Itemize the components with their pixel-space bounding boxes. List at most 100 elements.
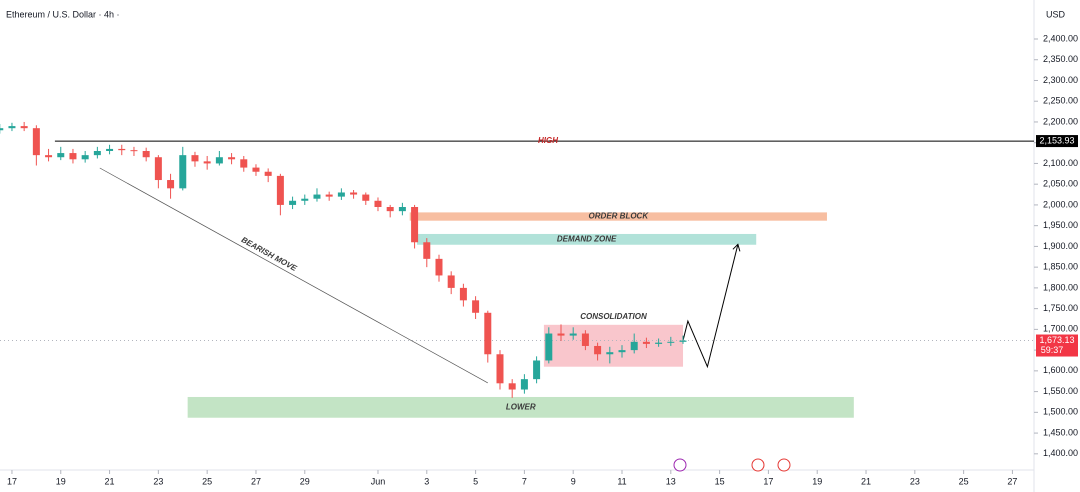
x-tick-label: 25 (959, 476, 969, 486)
y-tick-label: 2,000.00 (1043, 199, 1078, 209)
zone (417, 233, 757, 245)
candle-body (203, 161, 211, 164)
candle-body (386, 206, 394, 212)
x-tick-label: 17 (7, 476, 17, 486)
y-tick-label: 1,800.00 (1043, 282, 1078, 292)
candle-body (484, 312, 492, 355)
trend-line (99, 167, 488, 384)
candle-body (191, 155, 199, 162)
x-tick-label: Jun (371, 476, 386, 486)
y-tick-label: 2,400.00 (1043, 33, 1078, 43)
candle-body (142, 150, 150, 158)
zone (409, 212, 827, 221)
candle-body (0, 128, 4, 131)
candle-body (374, 200, 382, 207)
candle-body (118, 148, 126, 151)
candle-body (313, 194, 321, 199)
zone-label: ORDER BLOCK (589, 212, 650, 221)
x-tick-label: 3 (424, 476, 429, 486)
y-tick-label: 2,300.00 (1043, 75, 1078, 85)
y-tick-label: 2,250.00 (1043, 96, 1078, 106)
x-tick-label: 17 (763, 476, 773, 486)
y-tick-label: 1,550.00 (1043, 386, 1078, 396)
candle-body (508, 383, 516, 390)
candle-body (630, 341, 638, 351)
candle-body (154, 157, 162, 181)
event-icon[interactable] (673, 458, 687, 472)
high-label: HIGH (538, 136, 558, 145)
candle-body (411, 206, 419, 243)
y-tick-label: 2,350.00 (1043, 54, 1078, 64)
last-price-box (1036, 334, 1078, 357)
y-tick-label: 1,850.00 (1043, 262, 1078, 272)
candle-body (301, 198, 309, 201)
candle-body (520, 379, 528, 390)
zone-label: DEMAND ZONE (557, 234, 617, 243)
x-tick-label: 21 (105, 476, 115, 486)
projection-arrowhead (732, 243, 741, 252)
x-tick-label: 23 (153, 476, 163, 486)
high-price-label: 2,153.93 (1039, 135, 1074, 145)
zone-label: LOWER (506, 402, 536, 411)
zone-label: CONSOLIDATION (580, 312, 647, 321)
y-tick-label: 2,200.00 (1043, 116, 1078, 126)
candle-body (642, 341, 650, 344)
candle-body (215, 157, 223, 164)
candle-body (533, 360, 541, 380)
candle-body (325, 194, 333, 197)
candle-body (618, 350, 626, 353)
candle-body (667, 341, 675, 343)
candle-body (606, 352, 614, 355)
x-tick-label: 15 (715, 476, 725, 486)
candle-body (32, 128, 40, 156)
candle-body (398, 206, 406, 212)
x-tick-label: 19 (812, 476, 822, 486)
candle-body (179, 155, 187, 189)
candle-body (57, 153, 65, 158)
candle-body (252, 167, 260, 172)
candle-body (594, 345, 602, 355)
x-tick-label: 27 (251, 476, 261, 486)
candle-body (228, 157, 236, 160)
x-tick-label: 13 (666, 476, 676, 486)
y-tick-label: 1,400.00 (1043, 448, 1078, 458)
x-tick-label: 7 (522, 476, 527, 486)
trend-label: BEARISH MOVE (240, 235, 299, 273)
candle-body (655, 342, 663, 344)
candle-body (350, 192, 358, 195)
countdown-label: 59:37 (1041, 345, 1064, 355)
x-tick-label: 27 (1007, 476, 1017, 486)
candle-body (581, 333, 589, 346)
y-tick-label: 1,700.00 (1043, 324, 1078, 334)
candle-body (69, 153, 77, 160)
candle-body (496, 354, 504, 384)
x-tick-label: 5 (473, 476, 478, 486)
y-tick-label: 1,750.00 (1043, 303, 1078, 313)
candle-body (93, 150, 101, 156)
candle-body (167, 180, 175, 189)
y-tick-label: 2,100.00 (1043, 158, 1078, 168)
x-tick-label: 23 (910, 476, 920, 486)
x-tick-label: 19 (56, 476, 66, 486)
candle-body (545, 333, 553, 361)
y-tick-label: 2,050.00 (1043, 179, 1078, 189)
x-tick-label: 21 (861, 476, 871, 486)
x-tick-label: 29 (300, 476, 310, 486)
candle-body (264, 171, 272, 176)
candle-body (240, 159, 248, 168)
y-tick-label: 1,450.00 (1043, 427, 1078, 437)
candle-body (45, 155, 53, 158)
event-icon[interactable] (751, 458, 765, 472)
candle-body (276, 175, 284, 205)
currency-label: USD (1046, 9, 1066, 19)
candle-body (435, 258, 443, 276)
last-price-label: 1,673.13 (1039, 335, 1074, 345)
candle-body (106, 148, 114, 151)
event-icon[interactable] (777, 458, 791, 472)
y-tick-label: 1,500.00 (1043, 407, 1078, 417)
candle-body (447, 275, 455, 288)
candle-body (557, 333, 565, 336)
high-price-box (1036, 135, 1078, 148)
zone (543, 324, 684, 367)
